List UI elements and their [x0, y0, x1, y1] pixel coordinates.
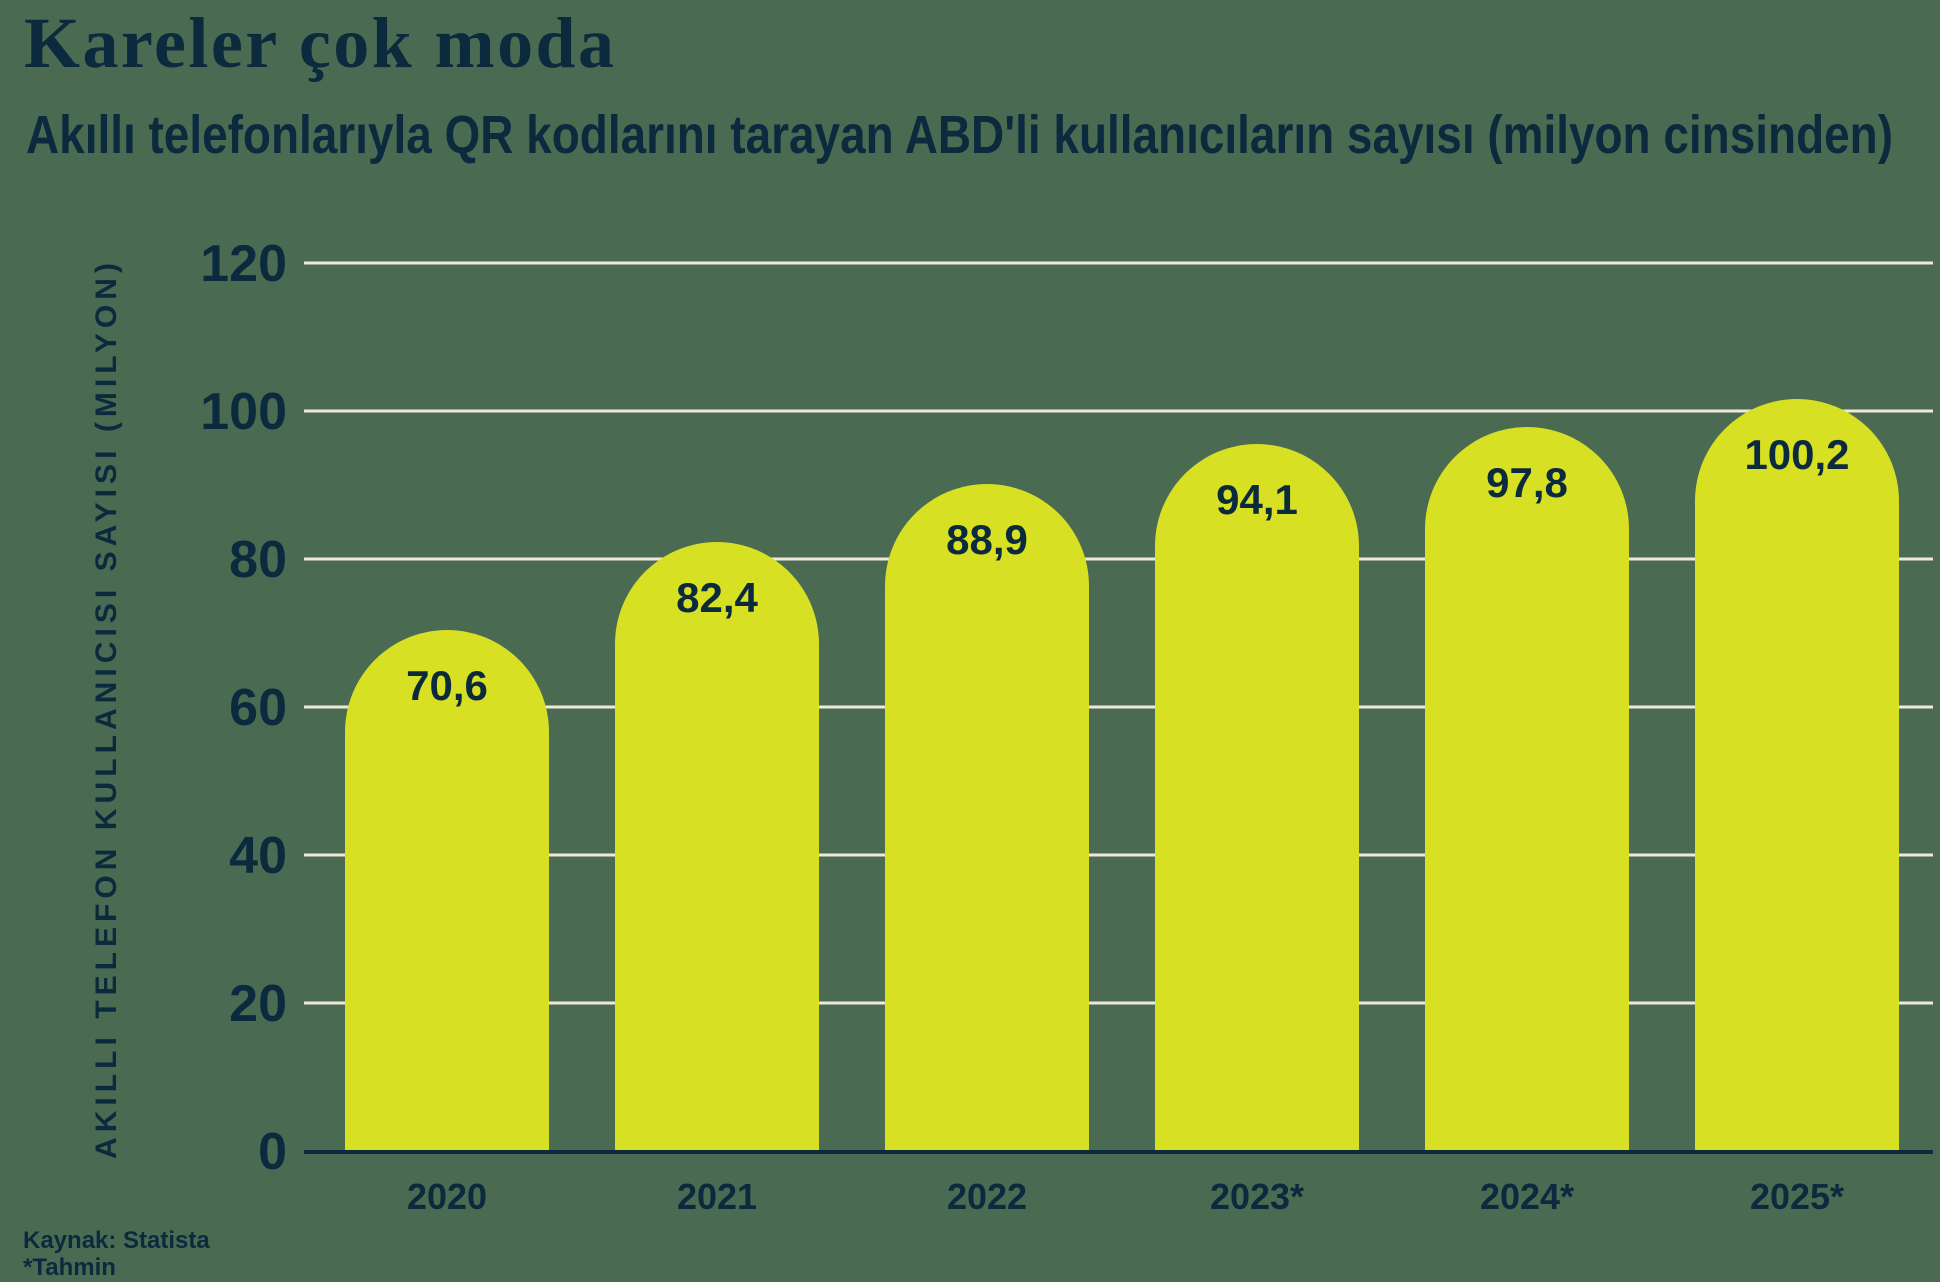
svg-text:0: 0 — [258, 1123, 287, 1181]
svg-text:AKILLI TELEFON KULLANICISI SAY: AKILLI TELEFON KULLANICISI SAYISI (MILYO… — [90, 263, 123, 1159]
svg-text:2023*: 2023* — [1210, 1176, 1304, 1217]
svg-text:*Tahmin: *Tahmin — [23, 1254, 116, 1281]
svg-text:Akıllı telefonlarıyla QR kodla: Akıllı telefonlarıyla QR kodlarını taray… — [26, 105, 1893, 165]
svg-text:100: 100 — [200, 383, 287, 441]
svg-text:2024*: 2024* — [1480, 1176, 1574, 1217]
svg-text:Kareler çok moda: Kareler çok moda — [24, 3, 614, 83]
svg-text:Kaynak: Statista: Kaynak: Statista — [23, 1227, 210, 1254]
svg-text:2025*: 2025* — [1750, 1176, 1844, 1217]
svg-text:2022: 2022 — [947, 1176, 1027, 1217]
svg-text:40: 40 — [229, 827, 287, 885]
svg-text:2021: 2021 — [677, 1176, 757, 1217]
svg-text:80: 80 — [229, 531, 287, 589]
svg-text:100,2: 100,2 — [1744, 431, 1849, 478]
svg-text:2020: 2020 — [407, 1176, 487, 1217]
svg-text:94,1: 94,1 — [1216, 476, 1298, 523]
svg-text:60: 60 — [229, 679, 287, 737]
svg-text:82,4: 82,4 — [676, 574, 758, 621]
svg-text:70,6: 70,6 — [406, 662, 488, 709]
svg-text:88,9: 88,9 — [946, 516, 1028, 563]
svg-text:97,8: 97,8 — [1486, 459, 1568, 506]
svg-text:120: 120 — [200, 235, 287, 293]
svg-text:20: 20 — [229, 975, 287, 1033]
